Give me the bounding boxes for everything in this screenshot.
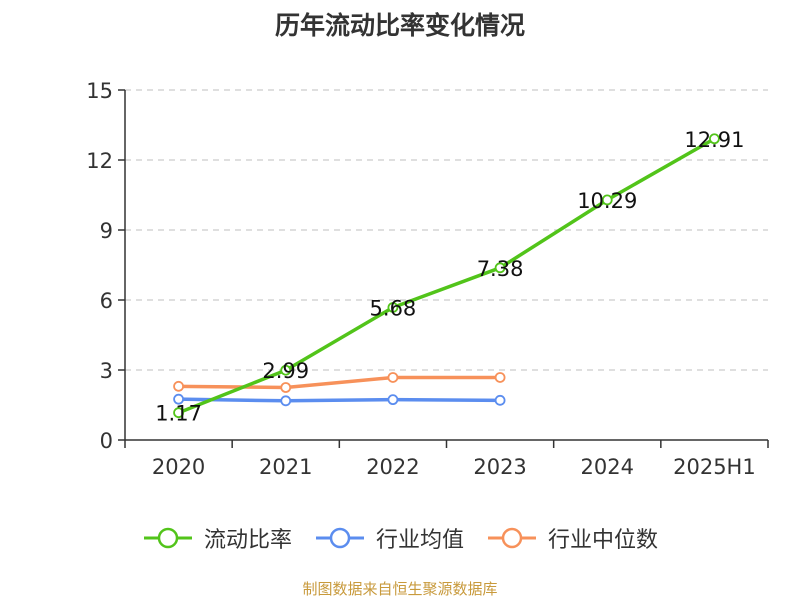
data-point	[280, 395, 292, 407]
data-point	[709, 133, 720, 145]
data-point	[173, 380, 184, 392]
data-labels: 1.17 2.99 5.68 7.38 10.29 12.91	[155, 128, 744, 426]
legend: 流动比率 行业均值 行业中位数	[0, 518, 800, 558]
x-tick-label: 2020	[152, 455, 205, 479]
legend-item[interactable]: 行业均值	[314, 522, 464, 554]
data-label: 2.99	[262, 359, 309, 383]
legend-label: 行业均值	[375, 528, 464, 553]
axes: 0 3 6 9 12 15 2020 2021 2022 2023 2024 2025H1	[86, 79, 769, 479]
data-label: 10.29	[577, 189, 637, 213]
chart-title: 历年流动比率变化情况	[274, 11, 525, 40]
data-label: 7.38	[477, 257, 524, 281]
data-point	[280, 382, 292, 393]
legend-swatch-marker	[157, 527, 179, 549]
data-point	[494, 372, 506, 383]
legend-swatch	[315, 527, 364, 549]
y-tick-label: 9	[100, 219, 113, 243]
source-note: 制图数据来自恒生聚源数据库	[302, 580, 498, 598]
legend-swatch-marker	[329, 527, 351, 549]
data-point	[494, 262, 506, 274]
legend-label: 行业中位数	[548, 528, 659, 553]
x-tick-label: 2024	[581, 455, 634, 479]
data-point	[173, 407, 184, 419]
grid-lines	[125, 89, 768, 371]
data-point	[387, 302, 399, 313]
series-line-0	[177, 137, 716, 415]
data-point	[387, 394, 399, 406]
legend-label: 流动比率	[203, 528, 292, 553]
legend-swatch-marker	[501, 527, 523, 549]
y-tick-label: 12	[86, 149, 113, 173]
legend-swatch	[488, 527, 536, 549]
legend-item[interactable]: 流动比率	[142, 522, 292, 554]
y-tick-label: 3	[100, 359, 113, 383]
legend-item[interactable]: 行业中位数	[486, 522, 658, 554]
x-tick-label: 2021	[259, 455, 312, 479]
data-point	[601, 194, 613, 206]
y-tick-label: 15	[86, 79, 113, 103]
y-tick-label: 0	[100, 429, 113, 453]
data-point	[387, 372, 399, 383]
x-tick-label: 2025H1	[673, 455, 756, 479]
series-line-2	[178, 375, 501, 390]
data-point	[173, 393, 184, 405]
data-label: 12.91	[684, 128, 744, 152]
data-label: 5.68	[370, 296, 417, 320]
y-tick-label: 6	[100, 289, 113, 313]
x-tick-label: 2022	[366, 455, 419, 479]
series-lines	[173, 133, 720, 419]
data-point	[494, 394, 506, 406]
data-label: 1.17	[155, 402, 202, 426]
series-line-1	[178, 397, 501, 403]
x-tick-label: 2023	[473, 455, 526, 479]
data-point	[280, 364, 292, 376]
legend-swatch	[143, 527, 192, 549]
